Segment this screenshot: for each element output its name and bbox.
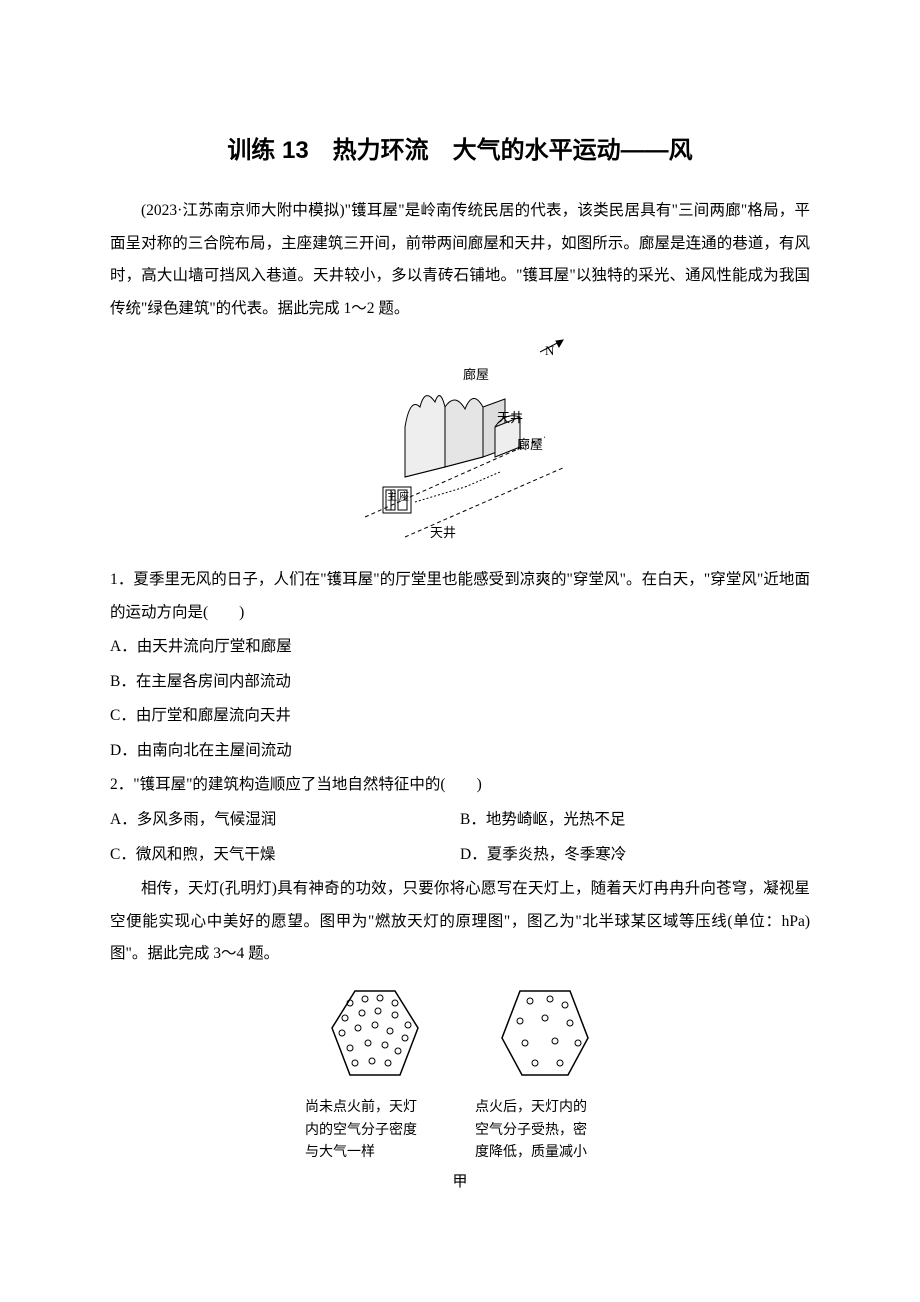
lantern-right-line3: 度降低，质量减小 (475, 1142, 615, 1164)
figure-1-svg: N 廊屋 廊屋 天井 天井 主 座 (345, 337, 575, 547)
passage-1-text: "镬耳屋"是岭南传统民居的代表，该类民居具有"三间两廊"格局，平面呈对称的三合院… (110, 202, 810, 317)
q2-option-b: B．地势崎岖，光热不足 (460, 804, 810, 837)
q1-option-c: C．由厅堂和廊屋流向天井 (110, 700, 810, 733)
lantern-left-line1: 尚未点火前，天灯 (305, 1097, 445, 1119)
figure-1-container: N 廊屋 廊屋 天井 天井 主 座 (110, 337, 810, 552)
fig1-zuo-label: 座 (399, 490, 409, 503)
lantern-left-caption: 尚未点火前，天灯 内的空气分子密度 与大气一样 (305, 1097, 445, 1164)
lantern-left-svg (320, 983, 430, 1083)
q2-stem: 2．"镬耳屋"的建筑构造顺应了当地自然特征中的( ) (110, 769, 810, 802)
lantern-right-line1: 点火后，天灯内的 (475, 1097, 615, 1119)
fig1-tianjing2-label: 天井 (430, 525, 456, 540)
lantern-right-svg (490, 983, 600, 1083)
q2-option-a: A．多风多雨，气候湿润 (110, 804, 460, 837)
fig1-langwu1-label: 廊屋 (463, 367, 489, 382)
q1-stem: 1．夏季里无风的日子，人们在"镬耳屋"的厅堂里也能感受到凉爽的"穿堂风"。在白天… (110, 564, 810, 629)
passage-2: 相传，天灯(孔明灯)具有神奇的功效，只要你将心愿写在天灯上，随着天灯冉冉升向苍穹… (110, 873, 810, 971)
lantern-figure-row: 尚未点火前，天灯 内的空气分子密度 与大气一样 点火后，天灯内的 空气分子受热，… (110, 983, 810, 1165)
q2-option-d: D．夏季炎热，冬季寒冷 (460, 839, 810, 872)
fig1-zhu-label: 主 (387, 491, 397, 503)
fig1-tianjing1-label: 天井 (497, 410, 523, 425)
figure-jia-label: 甲 (110, 1170, 810, 1191)
page-title: 训练 13 热力环流 大气的水平运动——风 (110, 130, 810, 165)
q1-option-a: A．由天井流向厅堂和廊屋 (110, 631, 810, 664)
passage-1: (2023·江苏南京师大附中模拟)"镬耳屋"是岭南传统民居的代表，该类民居具有"… (110, 195, 810, 325)
q1-option-d: D．由南向北在主屋间流动 (110, 735, 810, 768)
lantern-right-block: 点火后，天灯内的 空气分子受热，密 度降低，质量减小 (475, 983, 615, 1165)
lantern-left-line2: 内的空气分子密度 (305, 1120, 445, 1142)
lantern-right-line2: 空气分子受热，密 (475, 1120, 615, 1142)
fig1-langwu2-label: 廊屋 (517, 437, 543, 452)
q2-option-c: C．微风和煦，天气干燥 (110, 839, 460, 872)
lantern-right-caption: 点火后，天灯内的 空气分子受热，密 度降低，质量减小 (475, 1097, 615, 1164)
lantern-left-line3: 与大气一样 (305, 1142, 445, 1164)
q1-option-b: B．在主屋各房间内部流动 (110, 666, 810, 699)
fig1-north-label: N (545, 343, 555, 358)
lantern-left-block: 尚未点火前，天灯 内的空气分子密度 与大气一样 (305, 983, 445, 1165)
passage-1-source: (2023·江苏南京师大附中模拟) (141, 202, 345, 219)
